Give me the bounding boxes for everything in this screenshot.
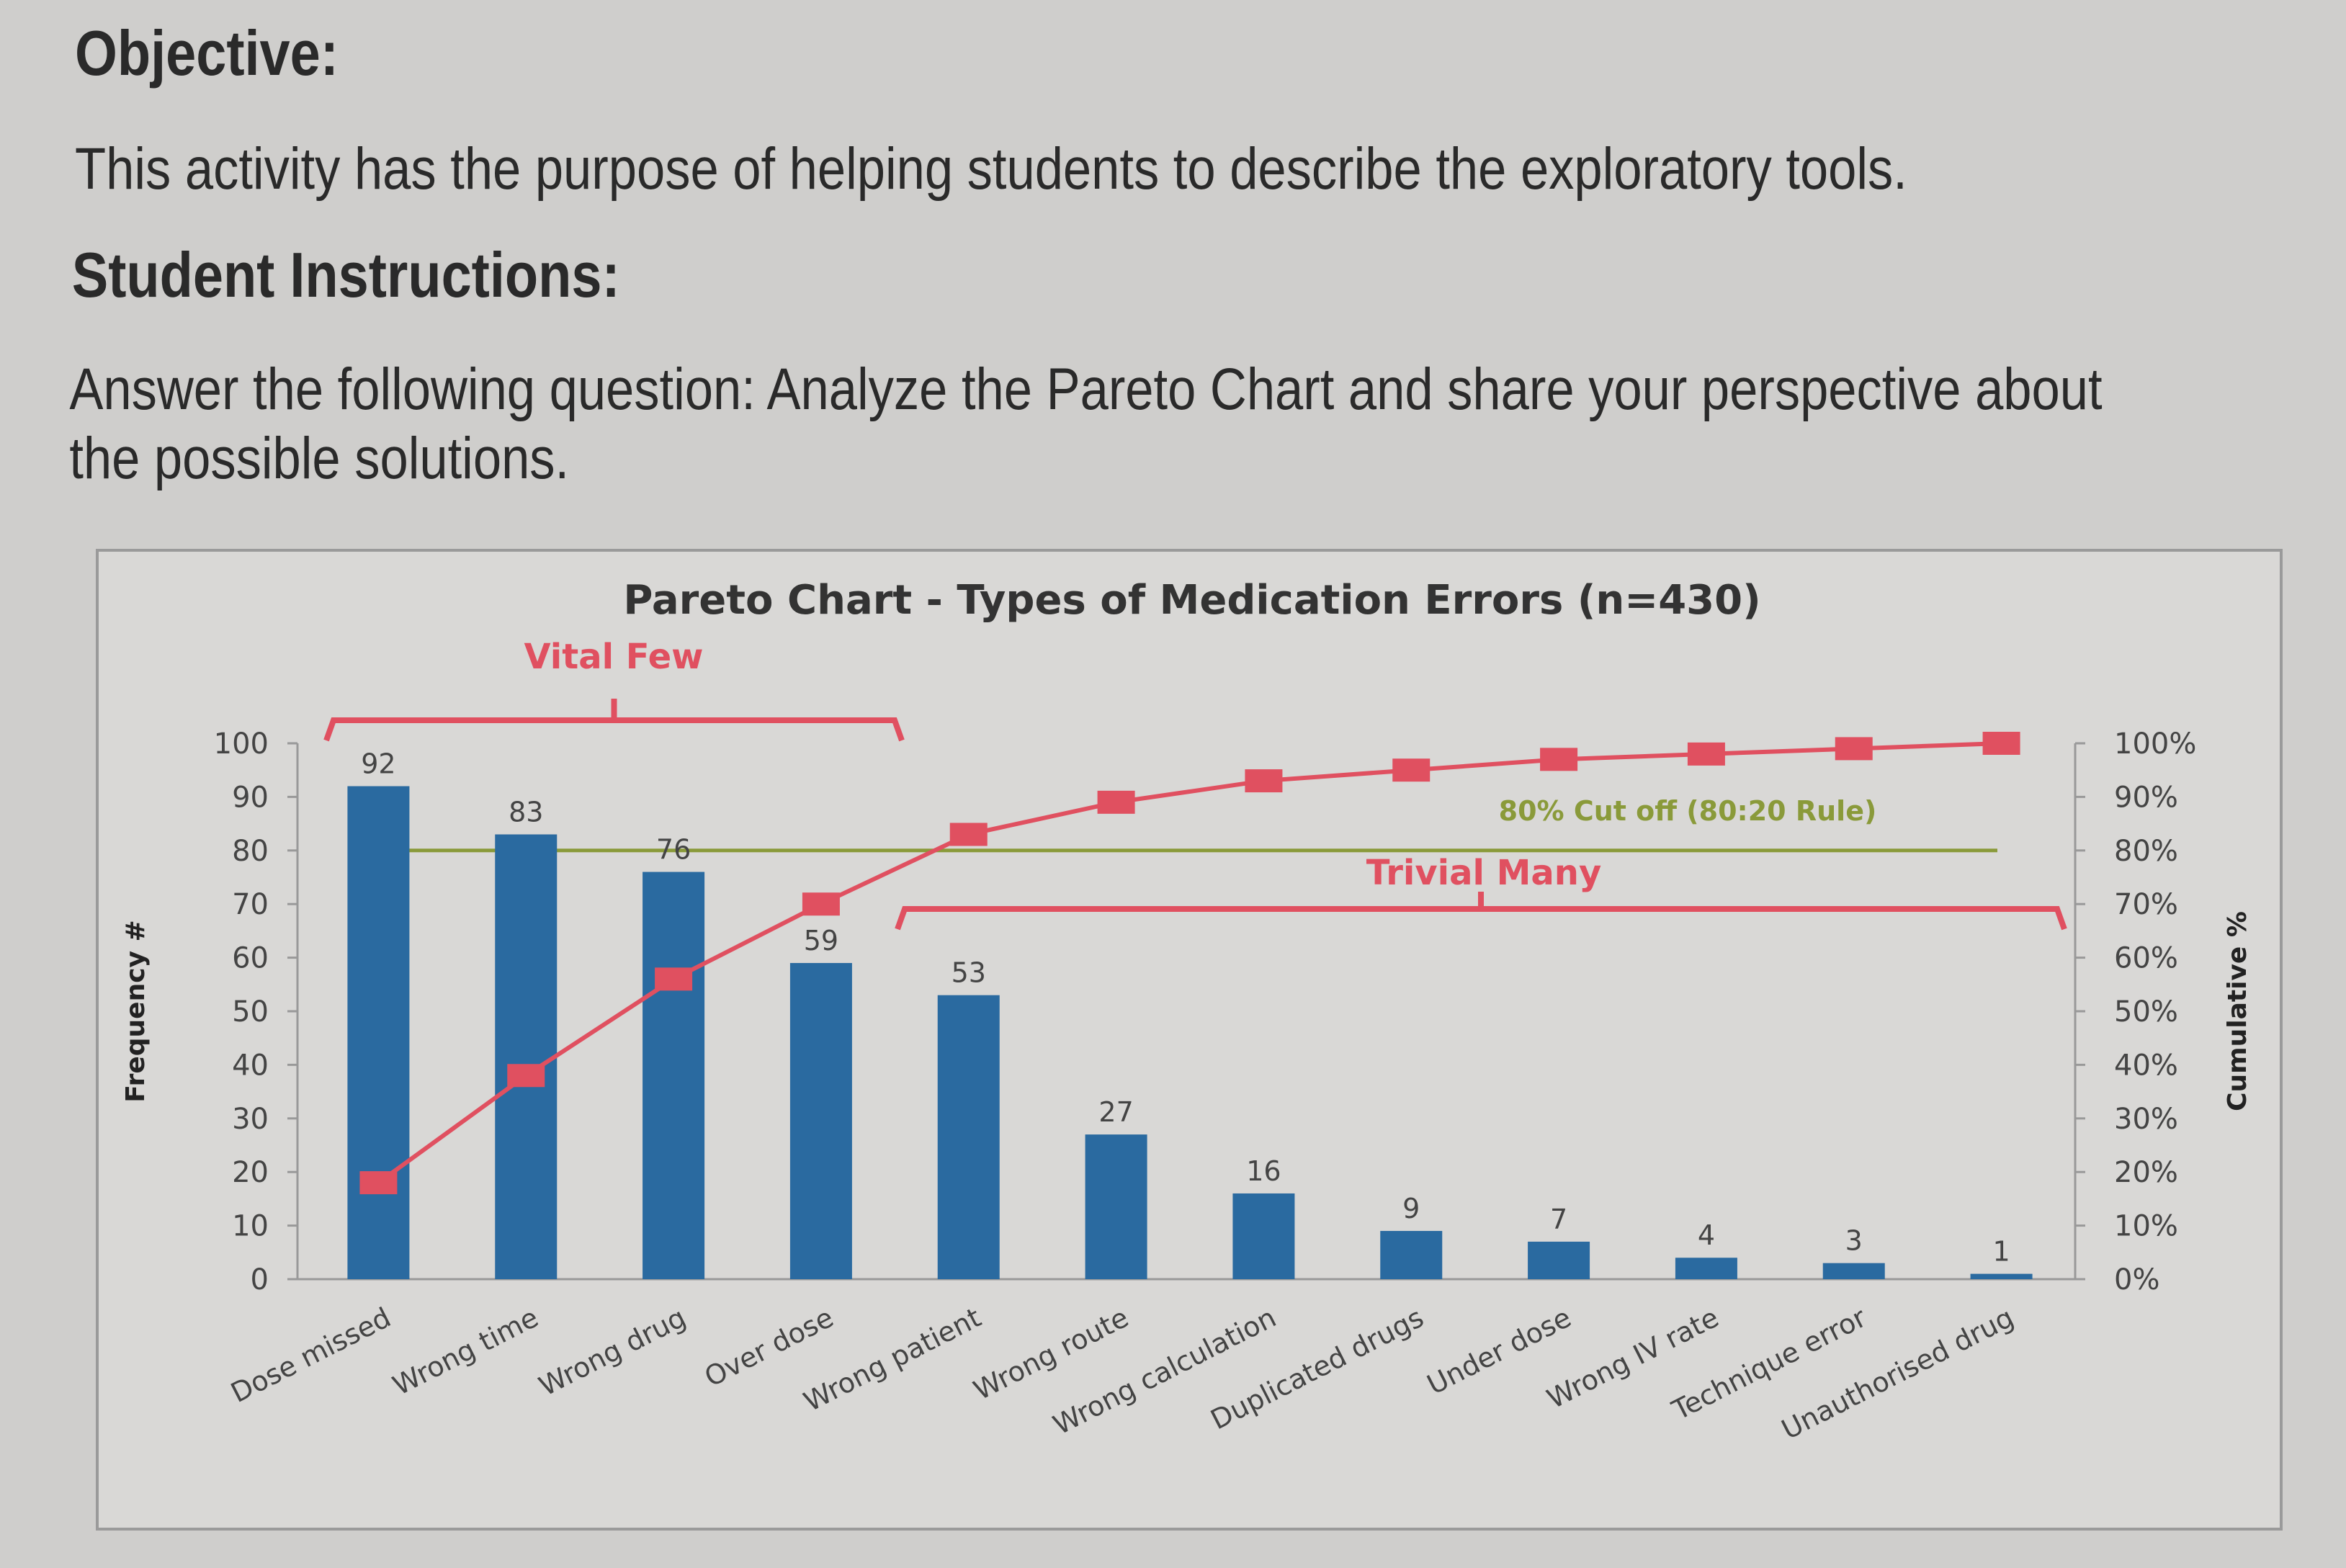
y-tick-label: 0: [251, 1263, 269, 1296]
bar-value-label: 83: [509, 796, 543, 828]
y-tick-label: 10: [232, 1210, 269, 1243]
bar-value-label: 16: [1246, 1155, 1281, 1187]
y2-tick-label: 20%: [2114, 1156, 2178, 1189]
objective-heading: Objective:: [75, 19, 339, 89]
y-tick-label: 70: [232, 888, 269, 921]
bar: [643, 872, 705, 1279]
bar-value-label: 76: [656, 834, 691, 866]
y-tick-label: 90: [232, 781, 269, 814]
cumulative-marker: [802, 892, 840, 916]
cumulative-marker: [1982, 732, 2020, 755]
y2-tick-label: 70%: [2114, 888, 2178, 921]
cumulative-marker: [1245, 769, 1283, 793]
instructions-heading: Student Instructions:: [72, 241, 620, 311]
cumulative-marker: [1097, 790, 1135, 814]
cumulative-marker: [1392, 758, 1431, 782]
bar-value-label: 27: [1098, 1096, 1133, 1128]
bar: [1528, 1241, 1590, 1279]
y2-tick-label: 80%: [2114, 835, 2178, 868]
bar-value-label: 7: [1550, 1204, 1567, 1235]
bar: [495, 834, 558, 1279]
y-tick-label: 80: [232, 835, 269, 868]
cumulative-marker: [359, 1171, 398, 1195]
bracket: [323, 699, 905, 742]
bar: [1085, 1134, 1147, 1279]
y-tick-label: 60: [232, 942, 269, 975]
bar: [937, 995, 1000, 1279]
bar-value-label: 59: [804, 925, 838, 957]
y2-tick-label: 40%: [2114, 1049, 2178, 1082]
bar: [347, 786, 410, 1279]
bar: [1675, 1258, 1737, 1279]
chart: Pareto Chart - Types of Medication Error…: [121, 577, 2252, 1446]
cumulative-marker: [949, 823, 988, 846]
y2-tick-label: 30%: [2114, 1103, 2178, 1136]
bar-value-label: 9: [1402, 1193, 1420, 1224]
bar: [789, 963, 852, 1279]
cutoff-label: 80% Cut off (80:20 Rule): [1499, 795, 1877, 827]
cumulative-marker: [1540, 748, 1578, 771]
y2-axis-label: Cumulative %: [2223, 911, 2252, 1111]
instructions-line: the possible solutions.: [69, 426, 569, 491]
y2-tick-label: 50%: [2114, 995, 2178, 1029]
vital-few-label: Vital Few: [524, 637, 704, 677]
y2-tick-label: 60%: [2114, 942, 2178, 975]
y-tick-label: 100: [214, 727, 269, 761]
trivial-many-label: Trivial Many: [1366, 853, 1602, 893]
instructions-line: Answer the following question: Analyze t…: [69, 357, 2102, 422]
bar-value-label: 4: [1698, 1219, 1715, 1251]
cumulative-marker: [1687, 742, 1725, 766]
y2-tick-label: 10%: [2114, 1210, 2178, 1243]
y-axis-label: Frequency #: [121, 920, 151, 1102]
bar: [1380, 1231, 1443, 1279]
cumulative-line: [377, 741, 2002, 1185]
cumulative-marker: [655, 967, 693, 991]
bar-value-label: 3: [1845, 1225, 1863, 1257]
y-tick-label: 40: [232, 1049, 269, 1082]
y-tick-label: 30: [232, 1103, 269, 1136]
y-tick-label: 20: [232, 1156, 269, 1189]
bracket: [895, 892, 2067, 931]
bar-value-label: 53: [952, 957, 986, 989]
chart-title: Pareto Chart - Types of Medication Error…: [623, 577, 1760, 624]
bar: [1232, 1193, 1295, 1279]
objective-text: This activity has the purpose of helping…: [75, 136, 1907, 202]
bar-value-label: 1: [1992, 1236, 2010, 1268]
chart-frame: [96, 549, 2283, 1531]
cumulative-marker: [1835, 737, 1873, 761]
bar: [1822, 1263, 1885, 1279]
bar-value-label: 92: [361, 748, 395, 780]
y-tick-label: 50: [232, 995, 269, 1029]
y2-tick-label: 0%: [2114, 1263, 2159, 1296]
y2-tick-label: 100%: [2114, 727, 2196, 761]
cumulative-marker: [507, 1064, 545, 1088]
bar: [1970, 1273, 2033, 1279]
y2-tick-label: 90%: [2114, 781, 2178, 814]
